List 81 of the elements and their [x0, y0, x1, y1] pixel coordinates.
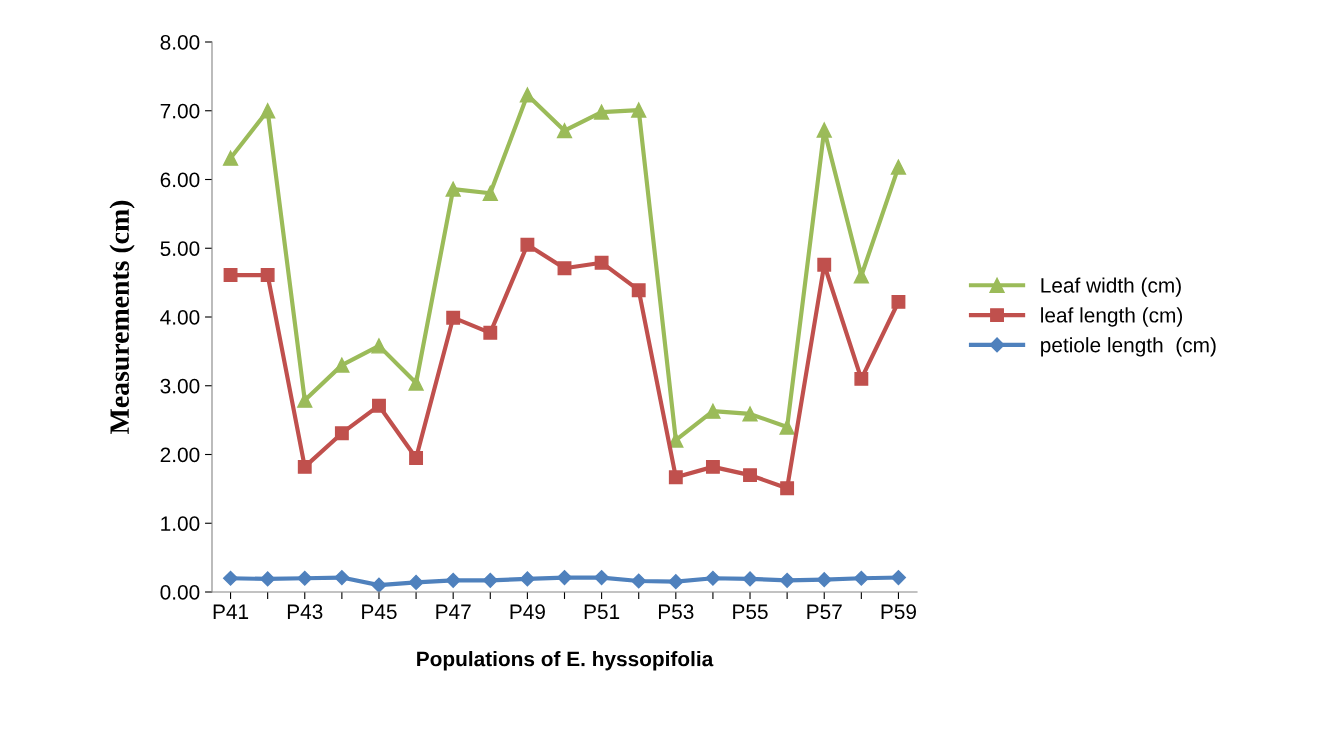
- point: [817, 257, 832, 272]
- y-tick-label: 7.00: [160, 103, 200, 119]
- point: [519, 87, 536, 103]
- point: [445, 572, 461, 588]
- point: [705, 570, 721, 586]
- point: [408, 574, 424, 590]
- point: [593, 104, 610, 120]
- x-tick-label: P53: [658, 604, 694, 620]
- point: [816, 572, 832, 588]
- point: [482, 185, 498, 201]
- point: [705, 459, 720, 474]
- point: [446, 310, 461, 325]
- y-tick-label: 4.00: [160, 310, 200, 325]
- point: [334, 357, 350, 373]
- x-tick-label: P57: [807, 604, 842, 620]
- legend-label: Leaf width (cm): [1041, 277, 1181, 297]
- point: [890, 159, 907, 175]
- point: [891, 294, 906, 309]
- point: [260, 571, 276, 587]
- point: [780, 481, 795, 496]
- point: [297, 570, 313, 586]
- point: [371, 577, 387, 592]
- point: [668, 574, 684, 590]
- y-tick-label: 2.00: [160, 447, 200, 463]
- point: [483, 325, 498, 340]
- legend-label: leaf length (cm): [1041, 307, 1183, 327]
- point: [408, 375, 424, 391]
- point: [556, 123, 573, 139]
- point: [371, 338, 387, 354]
- point: [372, 398, 386, 413]
- point: [260, 103, 276, 119]
- point: [631, 283, 646, 298]
- point: [556, 569, 573, 586]
- point: [890, 569, 907, 586]
- x-tick-label: P59: [881, 604, 916, 620]
- point: [742, 571, 758, 587]
- y-tick-label: 8.00: [160, 35, 200, 50]
- point: [853, 268, 869, 284]
- point: [743, 468, 757, 483]
- point: [631, 102, 647, 118]
- x-tick-label: P49: [510, 604, 545, 620]
- point: [297, 392, 313, 408]
- point: [594, 255, 609, 270]
- point: [482, 572, 498, 588]
- point: [631, 573, 647, 589]
- point: [519, 571, 535, 587]
- point: [445, 181, 461, 197]
- x-tick-label: P41: [213, 604, 249, 619]
- x-tick-label: P55: [733, 604, 768, 620]
- point: [779, 419, 795, 435]
- x-tick-label: P43: [287, 604, 323, 620]
- point: [594, 569, 610, 586]
- y-tick-label: 5.00: [160, 241, 200, 256]
- y-tick-label: 6.00: [160, 172, 200, 188]
- point: [816, 122, 832, 138]
- x-tick-label: P47: [436, 604, 471, 619]
- y-tick-label: 3.00: [160, 378, 200, 394]
- point: [742, 406, 758, 422]
- point: [854, 371, 869, 386]
- point: [668, 432, 684, 448]
- x-axis-title: Populations of E. hyssopifolia: [417, 651, 714, 671]
- point: [334, 426, 349, 441]
- point: [779, 572, 795, 588]
- point: [260, 268, 275, 283]
- point: [668, 470, 683, 485]
- point: [853, 570, 869, 586]
- point: [223, 268, 238, 283]
- point: [334, 569, 350, 586]
- point: [409, 450, 424, 465]
- y-axis-title: Measurements (cm): [109, 200, 135, 434]
- x-tick-label: P45: [362, 604, 397, 620]
- y-tick-label: 1.00: [161, 516, 200, 531]
- point: [705, 403, 721, 419]
- point: [520, 237, 535, 252]
- point: [222, 570, 239, 586]
- x-tick-label: P51: [584, 604, 620, 620]
- point: [557, 261, 572, 276]
- point: [297, 459, 312, 474]
- y-tick-label: 0.00: [160, 585, 200, 600]
- point: [222, 150, 239, 166]
- legend-label: petiole length (cm): [1041, 337, 1216, 357]
